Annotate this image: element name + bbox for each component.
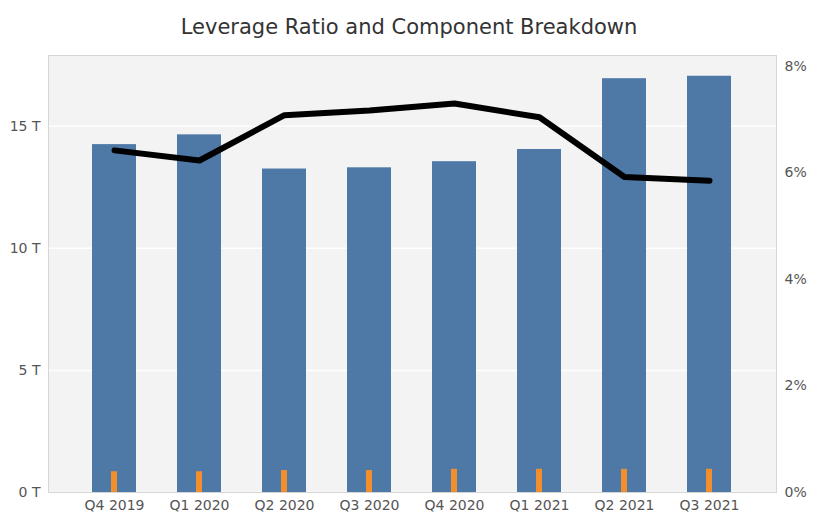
svg-text:8%: 8% xyxy=(785,58,807,74)
svg-text:Q3 2021: Q3 2021 xyxy=(679,497,739,513)
html-text:Leverage Ratio and Component B: Leverage Ratio and Component Breakdown xyxy=(180,15,638,39)
svg-text:0 T: 0 T xyxy=(19,484,41,500)
svg-text:Q1 2021: Q1 2021 xyxy=(509,497,569,513)
svg-text:Q1 2020: Q1 2020 xyxy=(169,497,229,513)
svg-text:4%: 4% xyxy=(785,271,807,287)
svg-text:0%: 0% xyxy=(785,484,807,500)
svg-text:6%: 6% xyxy=(785,164,807,180)
svg-text:5 T: 5 T xyxy=(19,362,41,378)
svg-text:Q4 2019: Q4 2019 xyxy=(84,497,144,513)
svg-text:10 T: 10 T xyxy=(10,240,41,256)
svg-text:Q2 2021: Q2 2021 xyxy=(594,497,654,513)
svg-text:Q3 2020: Q3 2020 xyxy=(339,497,399,513)
svg-text:15 T: 15 T xyxy=(10,118,41,134)
svg-text:Q4 2020: Q4 2020 xyxy=(424,497,484,513)
svg-text:2%: 2% xyxy=(785,377,807,393)
svg-text:Q2 2020: Q2 2020 xyxy=(254,497,314,513)
